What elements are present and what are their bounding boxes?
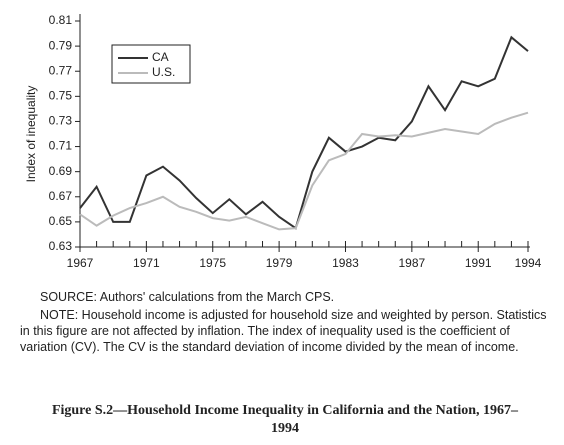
y-tick-label: 0.63 [49, 239, 73, 253]
x-tick-label: 1991 [465, 256, 492, 270]
x-tick-label: 1994 [515, 256, 542, 270]
figure-caption: Figure S.2—Household Income Inequality i… [51, 403, 519, 436]
x-tick-label: 1987 [399, 256, 426, 270]
legend-label: CA [152, 50, 169, 64]
y-tick-label: 0.79 [49, 38, 73, 52]
series-line [79, 111, 529, 231]
x-tick-label: 1967 [67, 256, 94, 270]
y-tick-label: 0.71 [49, 139, 73, 153]
x-tick-label: 1983 [332, 256, 359, 270]
x-tick-label: 1971 [133, 256, 160, 270]
y-tick-label: 0.81 [49, 13, 73, 27]
x-tick-label: 1975 [199, 256, 226, 270]
y-tick-label: 0.77 [49, 63, 73, 77]
y-tick-label: 0.67 [49, 189, 73, 203]
legend-label: U.S. [152, 65, 175, 79]
y-tick-label: 0.73 [49, 114, 73, 128]
series-line [79, 35, 529, 230]
x-tick-label: 1979 [266, 256, 293, 270]
legend-box [111, 44, 191, 84]
y-tick-label: 0.69 [49, 164, 73, 178]
y-tick-label: 0.65 [49, 214, 73, 228]
chart: Index of inequality 0.63 0.65 0.67 0.69 0.71… [24, 13, 542, 270]
y-axis-label: Index of inequality [24, 86, 38, 183]
source-note: SOURCE: Authors' calculations from the M… [40, 290, 335, 304]
y-tick-label: 0.75 [49, 89, 73, 103]
note: NOTE: Household income is adjusted for h… [20, 308, 547, 354]
